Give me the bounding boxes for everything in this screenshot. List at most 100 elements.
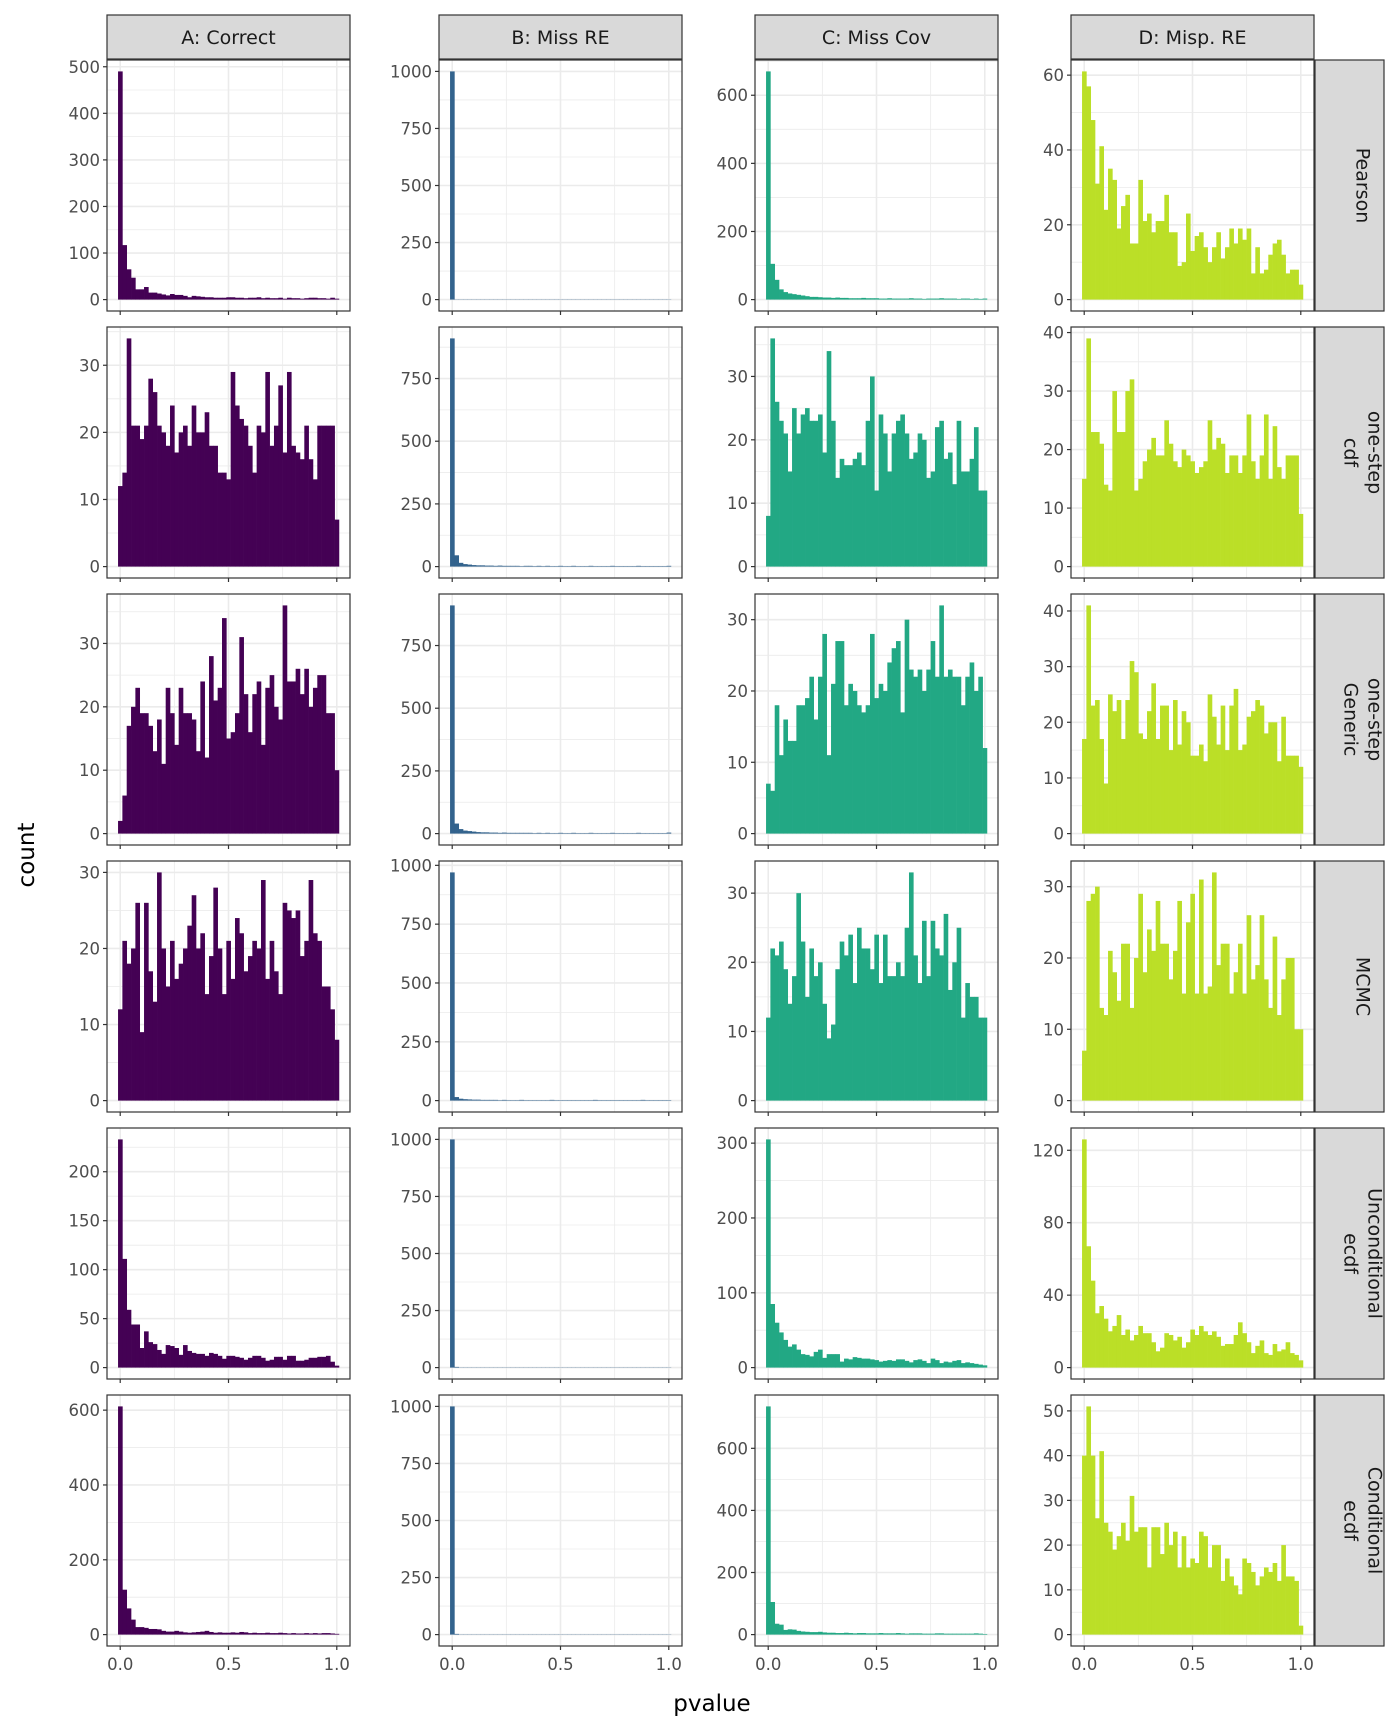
histogram-bar — [1220, 705, 1226, 834]
histogram-bar — [204, 757, 210, 834]
histogram-bar — [1173, 950, 1178, 1101]
histogram-bar — [1294, 455, 1299, 567]
histogram-bar — [943, 1633, 949, 1635]
y-tick-label: 120 — [1033, 1141, 1065, 1160]
y-tick-label: 1000 — [390, 856, 432, 875]
histogram-bar — [330, 713, 335, 834]
histogram-bar — [1285, 957, 1291, 1101]
histogram-bar — [770, 263, 776, 300]
y-tick-label: 0 — [1054, 1626, 1065, 1645]
histogram-bar — [170, 294, 175, 300]
facet-panel: 0 10 20 30 — [727, 593, 999, 849]
histogram-bar — [930, 1358, 936, 1368]
histogram-bar — [874, 490, 879, 567]
histogram-bar — [973, 1633, 979, 1635]
histogram-bar — [1134, 243, 1139, 300]
histogram-bar — [1237, 1322, 1243, 1368]
histogram-bar — [1160, 455, 1165, 567]
histogram-bar — [649, 566, 654, 567]
histogram-bar — [895, 641, 901, 834]
histogram-bar — [921, 920, 927, 1101]
histogram-bar — [213, 700, 218, 834]
histogram-bar — [943, 913, 949, 1101]
histogram-bar — [787, 293, 793, 300]
y-tick-label: 0 — [90, 1359, 101, 1378]
histogram-bar — [653, 566, 659, 567]
histogram-bar — [792, 1344, 797, 1368]
histogram-bar — [1116, 1315, 1122, 1368]
histogram-bar — [770, 1601, 776, 1635]
histogram-bar — [161, 948, 166, 1101]
histogram-bar — [299, 1360, 305, 1368]
histogram-bar — [597, 566, 602, 567]
histogram-bar — [1198, 1325, 1204, 1368]
histogram-bar — [787, 740, 793, 834]
histogram-bar — [1203, 1331, 1208, 1368]
histogram-bar — [1198, 1531, 1204, 1635]
y-tick-label: 1000 — [390, 1130, 432, 1149]
histogram-bar — [835, 969, 840, 1101]
histogram-bar — [1255, 1585, 1260, 1635]
histogram-bar — [317, 1356, 322, 1368]
histogram-bar — [882, 298, 888, 300]
histogram-bar — [209, 297, 214, 300]
histogram-bar — [917, 433, 923, 567]
histogram-bar — [831, 297, 836, 300]
histogram-bar — [1281, 716, 1286, 834]
row-strip-label: MCMC — [1352, 957, 1374, 1016]
y-tick-label: 30 — [79, 863, 100, 882]
histogram-bar — [1285, 755, 1291, 834]
histogram-bar — [165, 1631, 171, 1635]
histogram-bar — [239, 418, 244, 567]
histogram-bar — [1298, 1625, 1304, 1635]
histogram-bar — [312, 1357, 318, 1368]
y-tick-label: 20 — [79, 423, 100, 442]
facet-panel: 0 250 500 750 1000 0.0 0.5 1.0 — [390, 1394, 683, 1674]
histogram-bar — [510, 832, 516, 834]
histogram-bar — [1121, 1334, 1126, 1368]
histogram-bar — [852, 298, 858, 300]
y-tick-label: 0 — [422, 1359, 433, 1378]
histogram-bar — [187, 445, 192, 567]
histogram-bar — [770, 338, 776, 567]
histogram-bar — [779, 289, 784, 300]
row-strip: MCMC — [1314, 860, 1385, 1113]
histogram-bar — [204, 297, 210, 300]
y-tick-label: 10 — [1043, 499, 1064, 518]
facet-panel: 0 200 400 600 0.0 0.5 1.0 — [69, 1394, 351, 1674]
histogram-bar — [1220, 443, 1226, 567]
histogram-bar — [1125, 1329, 1130, 1368]
y-tick-label: 0 — [738, 1626, 749, 1645]
histogram-bar — [766, 1139, 771, 1368]
histogram-bar — [779, 1332, 784, 1368]
histogram-bar — [662, 566, 667, 567]
histogram-bar — [265, 371, 270, 567]
histogram-bar — [256, 681, 262, 834]
histogram-bar — [122, 472, 128, 567]
histogram-bar — [1164, 705, 1169, 834]
histogram-bar — [644, 833, 650, 834]
histogram-bar — [787, 1346, 793, 1368]
histogram-bar — [200, 1353, 205, 1368]
histogram-bar — [1177, 1567, 1182, 1635]
histogram-bar — [1129, 243, 1135, 300]
histogram-bar — [1285, 273, 1291, 300]
histogram-bar — [1255, 700, 1260, 834]
y-tick-label: 750 — [401, 1187, 433, 1206]
histogram-bar — [844, 955, 849, 1101]
histogram-bar — [1160, 705, 1165, 834]
x-tick-label: 1.0 — [1288, 1655, 1314, 1674]
facet-panel: 0 10 20 30 — [727, 860, 999, 1116]
histogram-bar — [584, 566, 589, 567]
histogram-bar — [640, 833, 646, 834]
histogram-bar — [126, 725, 132, 834]
histogram-bar — [321, 675, 327, 834]
histogram-bar — [183, 1345, 188, 1368]
histogram-bar — [631, 833, 637, 834]
histogram-bar — [317, 425, 322, 567]
histogram-bar — [183, 295, 188, 300]
histogram-bar — [926, 477, 931, 567]
row-strip-background — [1314, 860, 1385, 1113]
